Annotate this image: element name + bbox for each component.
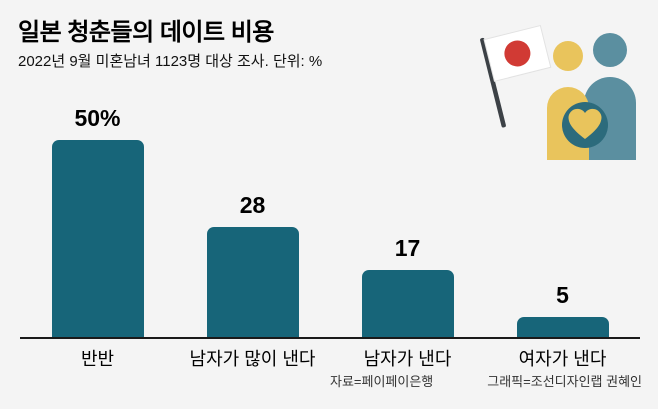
bar-value-label: 5	[556, 282, 569, 308]
bar-value-label: 17	[394, 235, 421, 261]
bar-chart: 50% 28 17 5	[20, 0, 640, 337]
bar-value-label: 28	[239, 192, 266, 218]
flag-sun	[504, 40, 531, 67]
bar-category-label: 여자가 낸다	[518, 349, 607, 369]
couple-flag-illustration	[458, 20, 650, 160]
flag-pole	[480, 37, 506, 128]
credits: 자료=페이페이은행 그래픽=조선디자인랩 권혜인	[330, 371, 642, 390]
bar	[361, 270, 454, 337]
graphic-credit: 그래픽=조선디자인랩 권혜인	[487, 374, 642, 389]
source-credit: 자료=페이페이은행	[329, 374, 434, 389]
bar-category-label: 남자가 많이 낸다	[189, 349, 316, 369]
bar-column: 17	[330, 235, 485, 337]
bar-column: 50%	[20, 105, 175, 337]
bar	[206, 227, 299, 337]
bar	[51, 140, 144, 337]
illustration-svg	[480, 24, 636, 160]
bar-category-label: 반반	[80, 349, 115, 369]
bar-value-label: 50%	[74, 105, 121, 131]
bar-column: 5	[485, 282, 640, 337]
heart-icon	[562, 102, 608, 148]
bar-category-label: 남자가 낸다	[363, 349, 452, 369]
japan-flag-icon	[480, 24, 552, 128]
category-labels-row: 반반 남자가 많이 낸다 남자가 낸다 여자가 낸다	[20, 345, 640, 371]
bar-column: 28	[175, 192, 330, 337]
bar	[516, 317, 609, 337]
subtitle: 2022년 9월 미혼남녀 1123명 대상 조사. 단위: %	[18, 53, 323, 70]
x-axis-line	[20, 337, 640, 339]
page-title: 일본 청춘들의 데이트 비용	[18, 19, 274, 46]
